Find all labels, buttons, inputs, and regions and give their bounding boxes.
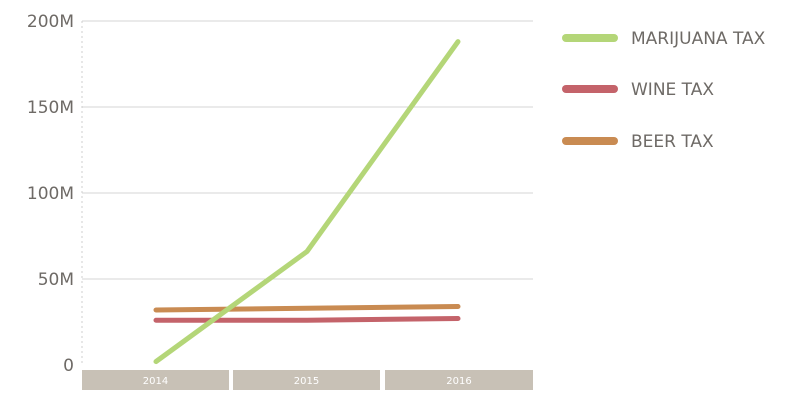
x-tick-label: 2016 [446, 376, 471, 387]
x-tick-label: 2015 [294, 376, 319, 387]
y-tick-label: 0 [63, 356, 74, 376]
y-tick-label: 100M [27, 184, 74, 204]
series-line-wine-tax [153, 316, 461, 323]
legend: MARIJUANA TAX WINE TAX BEER TAX [562, 29, 766, 152]
x-axis-band [233, 370, 380, 390]
grid [82, 20, 533, 280]
legend-label: WINE TAX [631, 80, 714, 100]
series-line-beer-tax [153, 304, 461, 313]
x-tick-label: 2014 [143, 376, 168, 387]
legend-label: BEER TAX [631, 132, 714, 152]
x-axis-band [82, 370, 229, 390]
y-tick-label: 150M [27, 98, 74, 118]
plot-area [153, 39, 461, 365]
x-axis: 2014 2015 2016 [82, 370, 533, 390]
legend-label: MARIJUANA TAX [631, 29, 766, 49]
y-axis: 0 50M 100M 150M 200M [27, 12, 83, 376]
series-line-marijuana-tax [153, 39, 461, 365]
x-axis-band [385, 370, 533, 390]
y-tick-label: 200M [27, 12, 74, 32]
y-tick-label: 50M [38, 270, 74, 290]
